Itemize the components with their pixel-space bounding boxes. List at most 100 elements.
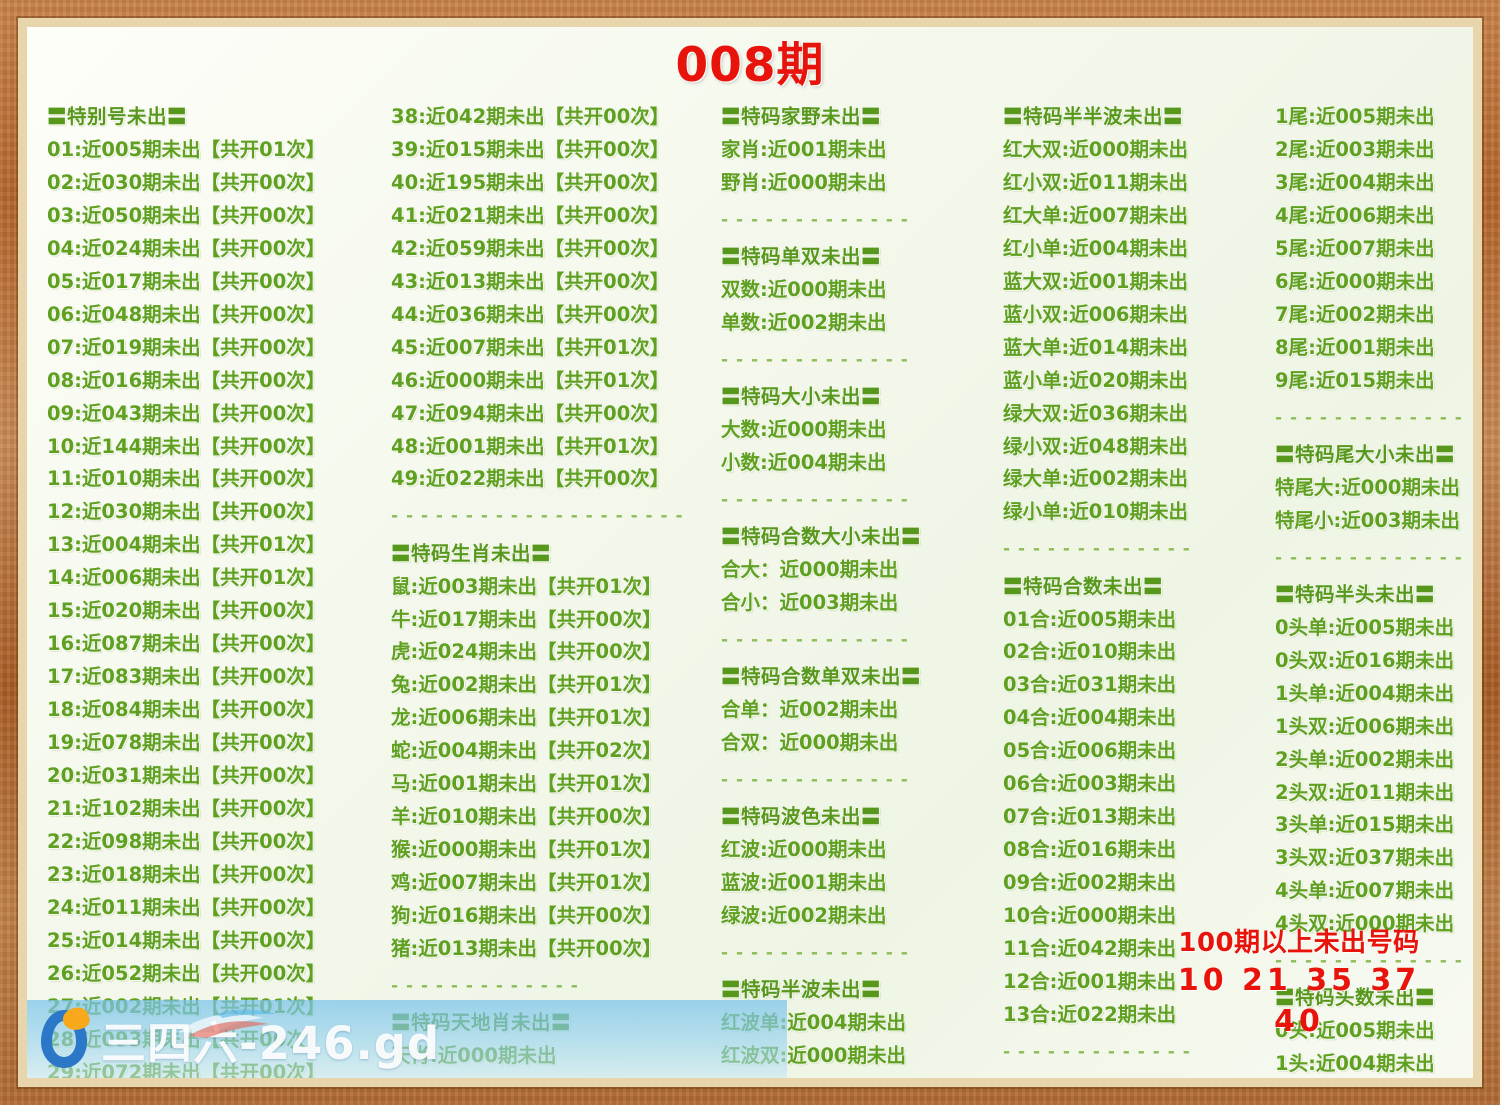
section-header: 〓特码半波未出〓: [721, 978, 882, 1002]
stat-line: 2尾:近003期未出: [1275, 137, 1435, 161]
stat-line: 3头单:近015期未出: [1275, 813, 1455, 837]
stat-line: 红波大:近000期未出: [721, 1073, 989, 1078]
section-divider: - - - - - - - - - - - - -: [721, 943, 909, 964]
section-header: 〓特码半头未出〓: [1275, 582, 1436, 606]
section-header: 〓特码半半波未出〓: [1003, 105, 1184, 128]
stat-line: 单数:近002期未出: [721, 310, 887, 334]
section-divider: - - - - - - - - - - - - -: [721, 209, 909, 230]
stat-line: 1头双:近006期未出: [1275, 714, 1455, 738]
stat-line: 15:近020期未出【共开00次】: [47, 599, 326, 623]
frame-bevel: 008期 〓特别号未出〓 01:近005期未出【共开01次】 02:近030期未出【…: [18, 18, 1482, 1087]
stat-line: 蓝小双:近006期未出: [1003, 302, 1189, 326]
spacer: [1275, 538, 1473, 545]
spacer: [391, 966, 707, 973]
stat-line: 9尾:近015期未出: [1275, 368, 1435, 392]
stat-line: 3头双:近037期未出: [1275, 846, 1455, 870]
section-header: 〓特码头数未出〓: [1275, 986, 1436, 1010]
stat-line: 3尾:近004期未出: [1275, 170, 1435, 194]
stat-line: 4尾:近006期未出: [1275, 203, 1435, 227]
section-header: 〓特码合数单双未出〓: [721, 665, 922, 689]
stat-line: 蓝波:近001期未出: [721, 871, 887, 895]
stat-line: 7尾:近002期未出: [1275, 302, 1435, 326]
stat-line: 05:近017期未出【共开00次】: [47, 269, 326, 293]
section-divider: - - - - - - - - - - - - -: [721, 489, 909, 510]
poster-canvas: 008期 〓特别号未出〓 01:近005期未出【共开01次】 02:近030期未出【…: [27, 27, 1473, 1078]
stat-line: 12合:近001期未出: [1003, 970, 1177, 994]
stat-line: 01合:近005期未出: [1003, 607, 1177, 631]
column-special-attributes: 〓特码家野未出〓 家肖:近001期未出 野肖:近000期未出 - - - - - - …: [707, 101, 989, 1078]
stat-line: 09:近043期未出【共开00次】: [47, 401, 326, 425]
stat-line: 49:近022期未出【共开00次】: [391, 467, 670, 491]
stat-line: 绿大单:近002期未出: [1003, 467, 1189, 491]
stat-line: 26:近052期未出【共开00次】: [47, 961, 326, 985]
spacer: [1003, 529, 1261, 536]
stat-line: 45:近007期未出【共开01次】: [391, 335, 670, 359]
column-tails-heads: 1尾:近005期未出 2尾:近003期未出 3尾:近004期未出 4尾:近006期未出…: [1261, 101, 1473, 1078]
spacer: [721, 514, 989, 521]
stat-line: 0头双:近016期未出: [1275, 648, 1455, 672]
section-divider: - - - - - - - - - - - - -: [1275, 547, 1463, 568]
section-header: 〓特码生肖未出〓: [391, 541, 552, 565]
section-header: 〓特码合数大小未出〓: [721, 525, 922, 549]
stat-line: 43:近013期未出【共开00次】: [391, 269, 670, 293]
stat-line: 21:近102期未出【共开00次】: [47, 797, 326, 821]
footer-heading: 100期以上未出号码: [1178, 928, 1420, 959]
spacer: [1275, 432, 1473, 439]
stat-line: 虎:近024期未出【共开00次】: [391, 640, 662, 664]
stat-line: 39:近015期未出【共开00次】: [391, 137, 670, 161]
stat-line: 猴:近000期未出【共开01次】: [391, 838, 662, 862]
stat-line: 41:近021期未出【共开00次】: [391, 203, 670, 227]
stat-line: 07:近019期未出【共开00次】: [47, 335, 326, 359]
stat-line: 蓝大双:近001期未出: [1003, 269, 1189, 293]
stat-line: 双数:近000期未出: [721, 278, 887, 301]
section-header: 〓特码合数未出〓: [1003, 574, 1164, 598]
footer-numbers: 10 21 35 37 40: [1177, 963, 1421, 1039]
stat-line: 绿大双:近036期未出: [1003, 401, 1189, 425]
stat-line: 03:近050期未出【共开00次】: [47, 203, 326, 227]
section-divider: - - - - - - - - - - - - -: [1003, 1041, 1191, 1062]
stat-line: 23:近018期未出【共开00次】: [47, 862, 326, 886]
stat-line: 绿小双:近048期未出: [1003, 434, 1189, 458]
stat-line: 特尾小:近003期未出: [1275, 508, 1461, 532]
spacer: [721, 967, 989, 974]
stat-line: 19:近078期未出【共开00次】: [47, 731, 326, 755]
section-header: 〓特别号未出〓: [47, 105, 188, 128]
stat-line: 20:近031期未出【共开00次】: [47, 764, 326, 788]
stat-line: 4头双:近000期未出: [1275, 912, 1455, 936]
watermark-text: 三四六-246.gd: [101, 1016, 441, 1070]
section-divider: - - - - - - - - - - - - - - - - - - - -: [391, 506, 684, 527]
stat-line: 13:近004期未出【共开01次】: [47, 533, 326, 557]
stat-line: 09合:近002期未出: [1003, 871, 1177, 895]
stat-line: 46:近000期未出【共开01次】: [391, 368, 670, 392]
section-divider: - - - - - - - - - - - - -: [721, 349, 909, 370]
section-divider: - - - - - - - - - - - - -: [391, 976, 579, 997]
stat-line: 家肖:近001期未出: [721, 137, 887, 161]
stat-line: 11:近010期未出【共开00次】: [47, 467, 326, 491]
stat-line: 44:近036期未出【共开00次】: [391, 302, 670, 326]
spacer: [721, 374, 989, 381]
bird-decoration-icon: [179, 1009, 277, 1038]
stat-line: 红波:近000期未出: [721, 838, 887, 862]
stat-line: 2头单:近002期未出: [1275, 747, 1455, 771]
column-special-numbers-1: 〓特别号未出〓 01:近005期未出【共开01次】 02:近030期未出【共开00次…: [41, 101, 377, 1078]
stat-line: 16:近087期未出【共开00次】: [47, 632, 326, 656]
spacer: [721, 340, 989, 347]
content-columns: 〓特别号未出〓 01:近005期未出【共开01次】 02:近030期未出【共开00次…: [27, 101, 1473, 1078]
stat-line: 22:近098期未出【共开00次】: [47, 829, 326, 853]
stat-line: 绿小单:近010期未出: [1003, 500, 1189, 524]
stat-line: 鸡:近007期未出【共开01次】: [391, 871, 662, 895]
stat-line: 04:近024期未出【共开00次】: [47, 236, 326, 260]
section-header: 〓特码家野未出〓: [721, 105, 882, 128]
stat-line: 07合:近013期未出: [1003, 805, 1177, 829]
spacer: [1275, 572, 1473, 579]
stat-line: 红大双:近000期未出: [1003, 137, 1189, 161]
stat-line: 10:近144期未出【共开00次】: [47, 434, 326, 458]
stat-line: 蛇:近004期未出【共开02次】: [391, 739, 662, 763]
stat-line: 24:近011期未出【共开00次】: [47, 895, 326, 919]
section-header: 〓特码尾大小未出〓: [1275, 442, 1456, 466]
stat-line: 猪:近013期未出【共开00次】: [391, 937, 662, 961]
stat-line: 4头单:近007期未出: [1275, 879, 1455, 903]
stat-line: 5尾:近007期未出: [1275, 236, 1435, 260]
stat-line: 10合:近000期未出: [1003, 904, 1177, 928]
